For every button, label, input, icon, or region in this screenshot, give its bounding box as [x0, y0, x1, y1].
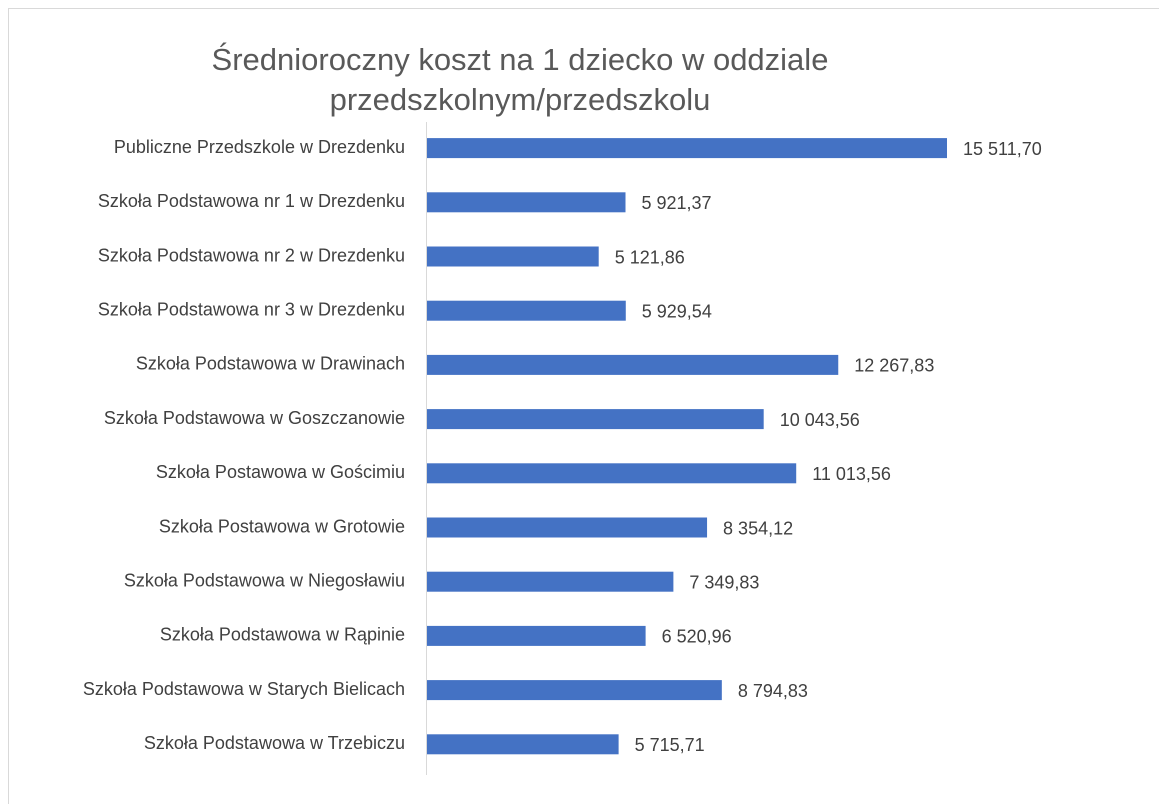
- category-label: Szkoła Postawowa w Gościmiu: [156, 462, 405, 482]
- bar: [427, 300, 626, 321]
- bar: [427, 192, 626, 213]
- bar: [427, 138, 947, 159]
- bar: [427, 517, 708, 538]
- category-label: Szkoła Podstawowa w Starych Bielicach: [83, 679, 405, 699]
- value-label: 5 929,54: [642, 301, 712, 321]
- category-label: Szkoła Podstawowa w Rąpinie: [160, 625, 405, 645]
- bar: [427, 571, 674, 592]
- chart-title: Średnioroczny koszt na 1 dziecko w oddzi…: [211, 42, 829, 117]
- bar: [427, 680, 722, 701]
- category-label: Szkoła Postawowa w Grotowie: [159, 516, 405, 536]
- bar: [427, 354, 839, 375]
- category-label: Szkoła Podstawowa w Drawinach: [136, 354, 405, 374]
- bar: [427, 625, 646, 646]
- bar: [427, 246, 599, 267]
- value-label: 10 043,56: [780, 410, 860, 430]
- category-label: Publiczne Przedszkole w Drezdenku: [114, 137, 405, 157]
- category-label: Szkoła Podstawowa w Goszczanowie: [104, 408, 405, 428]
- value-label: 6 520,96: [662, 627, 732, 647]
- value-label: 8 354,12: [723, 518, 793, 538]
- category-label: Szkoła Podstawowa nr 3 w Drezdenku: [98, 299, 405, 319]
- value-label: 7 349,83: [689, 572, 759, 592]
- value-label: 12 267,83: [854, 356, 934, 376]
- chart-border: [8, 8, 1159, 804]
- value-label: 11 013,56: [812, 464, 891, 484]
- value-label: 8 794,83: [738, 681, 808, 701]
- category-label: Szkoła Podstawowa nr 2 w Drezdenku: [98, 245, 405, 265]
- bar: [427, 734, 619, 755]
- category-label: Szkoła Podstawowa w Trzebiczu: [144, 733, 405, 753]
- bar: [427, 463, 797, 484]
- category-label: Szkoła Podstawowa nr 1 w Drezdenku: [98, 191, 405, 211]
- bar: [427, 409, 764, 430]
- category-label: Szkoła Podstawowa w Niegosławiu: [124, 570, 405, 590]
- value-label: 5 121,86: [615, 247, 685, 267]
- value-label: 15 511,70: [963, 139, 1042, 159]
- value-label: 5 715,71: [635, 735, 705, 755]
- value-label: 5 921,37: [642, 193, 712, 213]
